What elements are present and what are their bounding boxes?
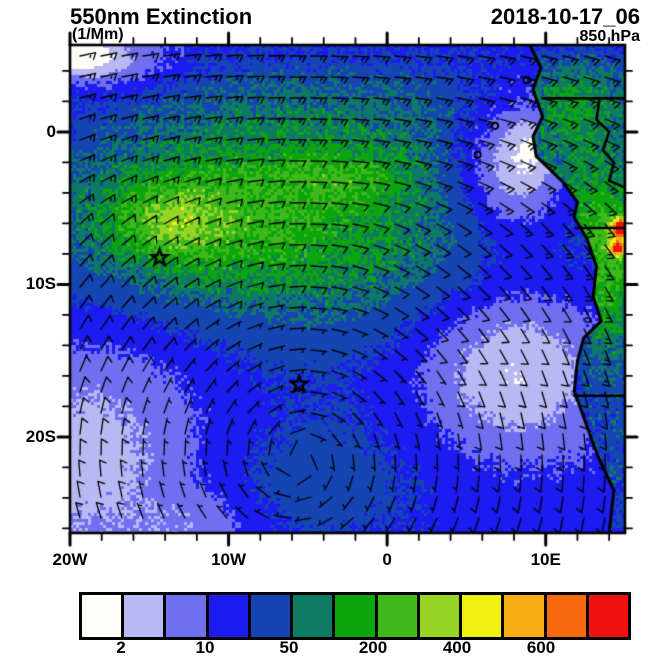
colorbar-tick-label: 50 (279, 638, 299, 657)
map-canvas (0, 0, 650, 585)
colorbar-tick-label: 2 (116, 638, 126, 657)
colorbar-tick-label: 10 (195, 638, 215, 657)
colorbar-tick-label: 400 (442, 638, 472, 657)
colorbar-cell (504, 595, 547, 637)
colorbar-cell (208, 595, 251, 637)
colorbar-cell (166, 595, 209, 637)
colorbar-cell (377, 595, 420, 637)
colorbar-tick-label: 200 (358, 638, 388, 657)
colorbar-cell (250, 595, 294, 637)
colorbar-cell (82, 595, 125, 637)
x-tick-label: 10E (530, 550, 561, 569)
colorbar-cell (124, 595, 167, 637)
y-tick-label: 10S (25, 274, 56, 294)
x-tick-label: 0 (382, 550, 392, 569)
colorbar-cell (293, 595, 336, 637)
colorbar-cell (462, 595, 505, 637)
colorbar-cell (419, 595, 463, 637)
colorbar-cell (335, 595, 378, 637)
y-tick-label: 0 (46, 121, 56, 141)
colorbar-cell (588, 595, 629, 637)
x-tick-label: 20W (52, 550, 88, 569)
colorbar-cell (546, 595, 589, 637)
y-tick-label: 20S (25, 426, 56, 446)
colorbar-tick-label: 600 (526, 638, 556, 657)
x-tick-label: 10W (211, 550, 247, 569)
colorbar (79, 592, 631, 640)
